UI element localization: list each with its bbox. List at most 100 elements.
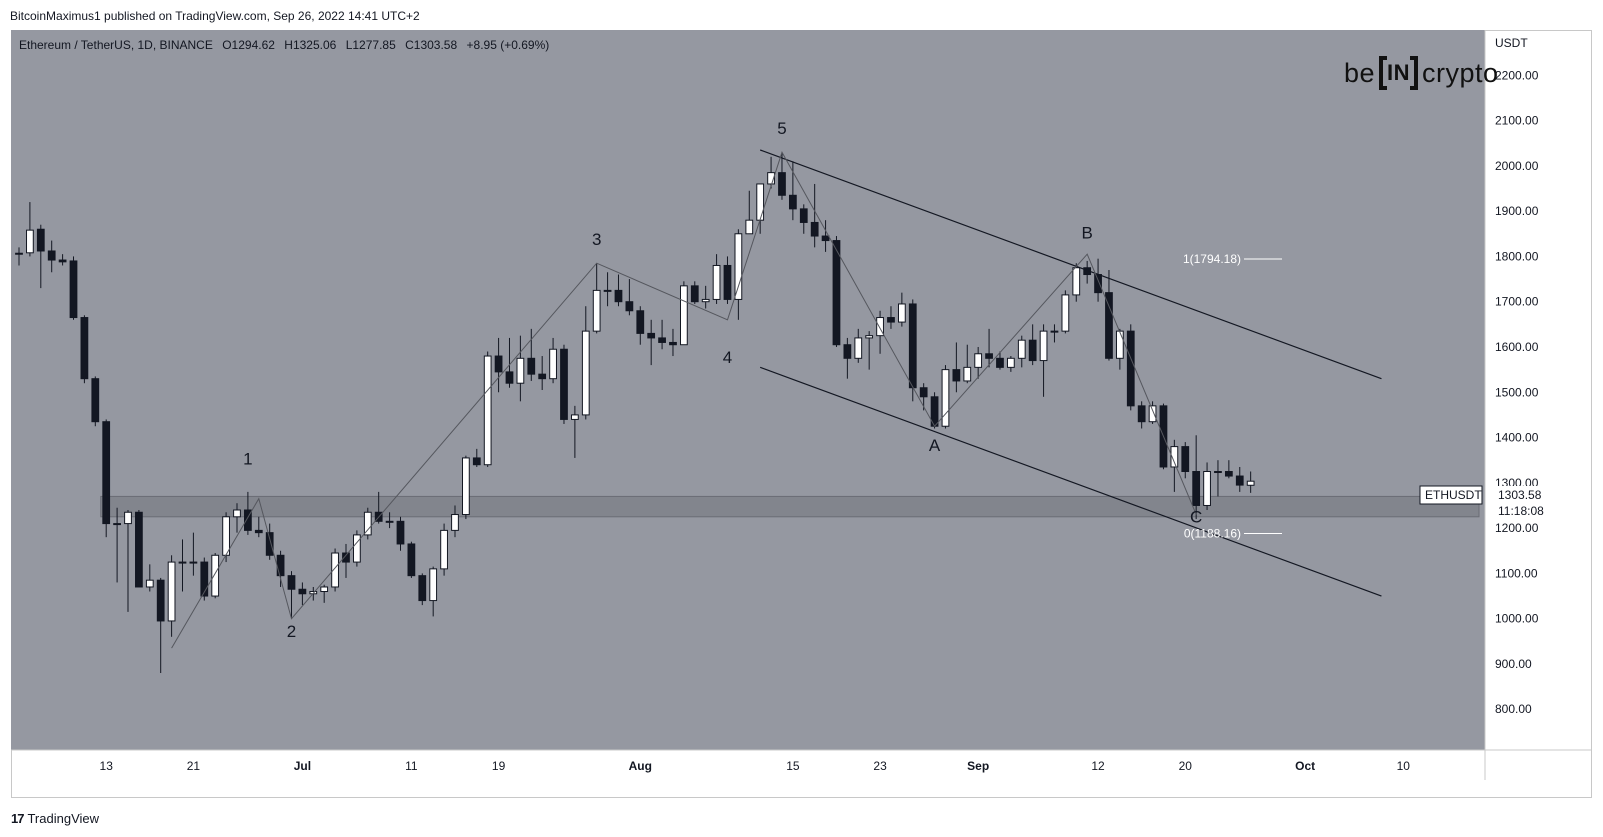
y-tick-label: 1400.00	[1495, 431, 1539, 445]
candle	[985, 328, 993, 368]
candle-body-bull	[734, 233, 743, 300]
candle	[1028, 324, 1037, 366]
candle	[603, 272, 612, 307]
candle-body-bull	[897, 303, 906, 323]
candle-body-bear	[135, 511, 143, 588]
candle-body-bull	[1061, 294, 1070, 332]
candle	[124, 510, 132, 612]
candle	[560, 344, 568, 424]
candle-body-bear	[832, 240, 841, 346]
x-tick-label: 10	[1397, 759, 1411, 773]
candle-body-bear	[1126, 330, 1135, 407]
x-tick-label: 12	[1091, 759, 1105, 773]
candle	[592, 263, 601, 334]
candle-body-bear	[952, 369, 961, 382]
candle	[821, 220, 830, 252]
close-value: 1303.58	[414, 38, 458, 52]
candle	[614, 274, 623, 307]
candle	[1235, 466, 1244, 492]
tradingview-label: TradingView	[27, 811, 100, 826]
y-tick-label: 1100.00	[1495, 566, 1538, 580]
candle	[505, 337, 514, 388]
x-tick-label: Sep	[967, 759, 989, 773]
x-tick-label: 20	[1179, 759, 1193, 773]
candle	[1017, 335, 1026, 368]
candle	[516, 335, 525, 402]
candle-body-bull	[26, 229, 34, 254]
candle	[91, 376, 100, 427]
candle-body-bull	[353, 534, 361, 563]
channel-line-upper	[759, 149, 1382, 380]
candle-body-bear	[614, 289, 623, 303]
candle	[287, 571, 296, 619]
x-tick-label: 15	[786, 759, 800, 773]
candle	[952, 342, 961, 393]
candle	[974, 346, 983, 379]
low-label: L	[346, 38, 353, 52]
candle-body-bear	[407, 543, 416, 577]
candle-body-bear	[647, 332, 656, 339]
candle-body-bull	[679, 285, 688, 346]
x-tick-label: 13	[100, 759, 114, 773]
candle	[58, 254, 67, 266]
candle	[581, 306, 590, 420]
candle	[832, 236, 841, 347]
candle	[363, 507, 372, 540]
candle-body-bear	[36, 228, 45, 252]
candle-body-bull	[1017, 339, 1026, 359]
candle	[1039, 324, 1048, 397]
candle	[527, 328, 536, 381]
candle-body-bull	[1214, 471, 1222, 474]
candle-body-bull	[603, 289, 612, 292]
candle-body-bull	[233, 509, 241, 518]
candle	[538, 356, 547, 390]
candle	[625, 279, 634, 316]
candle-body-bull	[385, 520, 394, 523]
candle-body-bear	[1105, 292, 1113, 359]
candle	[396, 516, 405, 551]
candle-body-bull	[767, 172, 775, 185]
candle	[102, 419, 111, 538]
candle	[353, 530, 361, 567]
y-tick-label: 1900.00	[1495, 204, 1539, 218]
last-price-tag	[1487, 486, 1589, 520]
wave-label-B: B	[1081, 223, 1092, 242]
candle	[876, 310, 884, 354]
candle	[669, 328, 677, 357]
candle-body-bear	[1181, 446, 1190, 473]
candle-body-bear	[265, 532, 274, 556]
candle-body-bull	[222, 516, 230, 556]
candle-body-bull	[592, 289, 601, 332]
wave-label-A: A	[929, 436, 941, 455]
plot-area[interactable]	[11, 30, 1485, 750]
y-tick-label: 1200.00	[1495, 521, 1539, 535]
x-tick-label: 23	[873, 759, 887, 773]
wave-label-C: C	[1190, 508, 1202, 527]
candle-body-bear	[799, 208, 808, 223]
candle-body-bear	[908, 303, 917, 389]
wave-label-3: 3	[592, 230, 601, 249]
candle	[189, 532, 198, 576]
candle	[897, 292, 906, 327]
candle	[690, 281, 699, 304]
y-tick-label: 2000.00	[1495, 159, 1539, 173]
fib-level-label: 0(1188.16)	[1184, 526, 1241, 540]
candle	[385, 512, 394, 529]
y-tick-label: 900.00	[1495, 657, 1532, 671]
candle	[113, 507, 121, 583]
candle-body-bear	[472, 457, 481, 466]
candle-body-bear	[788, 194, 797, 210]
candle-body-bull	[189, 561, 198, 564]
candle	[1137, 401, 1146, 429]
candle	[996, 351, 1004, 370]
candle-body-bull	[756, 183, 765, 221]
tradingview-footer[interactable]: 17 TradingView	[11, 811, 99, 826]
candle	[1224, 460, 1233, 479]
tradingview-logo-icon: 17	[11, 811, 25, 826]
y-tick-label: 1600.00	[1495, 340, 1539, 354]
candle	[810, 183, 819, 248]
candle-body-bull	[167, 561, 176, 622]
candle	[451, 505, 459, 538]
candle-body-bull	[429, 568, 438, 602]
